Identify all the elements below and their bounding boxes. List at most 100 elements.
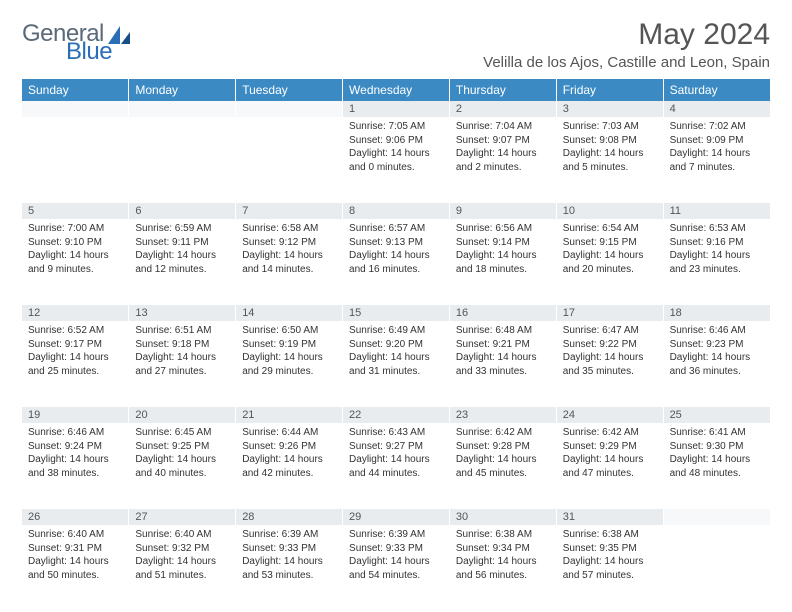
daylight-line: Daylight: 14 hours and 44 minutes. <box>349 453 443 480</box>
daylight-line: Daylight: 14 hours and 27 minutes. <box>135 351 229 378</box>
sunset-line: Sunset: 9:15 PM <box>563 236 657 250</box>
day-number: 22 <box>343 407 449 423</box>
sunset-line: Sunset: 9:07 PM <box>456 134 550 148</box>
day-data: Sunrise: 6:49 AMSunset: 9:20 PMDaylight:… <box>343 321 449 384</box>
calendar-table: SundayMondayTuesdayWednesdayThursdayFrid… <box>22 79 770 611</box>
daynum-cell: 14 <box>236 305 343 321</box>
daylight-line: Daylight: 14 hours and 0 minutes. <box>349 147 443 174</box>
sunset-line: Sunset: 9:16 PM <box>670 236 764 250</box>
day-data: Sunrise: 7:02 AMSunset: 9:09 PMDaylight:… <box>664 117 770 180</box>
daynum-cell: 16 <box>449 305 556 321</box>
sunrise-line: Sunrise: 6:39 AM <box>349 528 443 542</box>
daylight-line: Daylight: 14 hours and 53 minutes. <box>242 555 336 582</box>
day-number: 11 <box>664 203 770 219</box>
day-data: Sunrise: 6:58 AMSunset: 9:12 PMDaylight:… <box>236 219 342 282</box>
day-cell: Sunrise: 6:43 AMSunset: 9:27 PMDaylight:… <box>343 423 450 509</box>
day-cell: Sunrise: 6:48 AMSunset: 9:21 PMDaylight:… <box>449 321 556 407</box>
sunrise-line: Sunrise: 6:50 AM <box>242 324 336 338</box>
day-cell: Sunrise: 7:02 AMSunset: 9:09 PMDaylight:… <box>663 117 770 203</box>
day-cell: Sunrise: 6:51 AMSunset: 9:18 PMDaylight:… <box>129 321 236 407</box>
sunrise-line: Sunrise: 6:45 AM <box>135 426 229 440</box>
daylight-line: Daylight: 14 hours and 38 minutes. <box>28 453 122 480</box>
sunset-line: Sunset: 9:10 PM <box>28 236 122 250</box>
day-number: 3 <box>557 101 663 117</box>
day-number: 14 <box>236 305 342 321</box>
daylight-line: Daylight: 14 hours and 14 minutes. <box>242 249 336 276</box>
day-data: Sunrise: 7:05 AMSunset: 9:06 PMDaylight:… <box>343 117 449 180</box>
day-number: 7 <box>236 203 342 219</box>
daynum-cell: 22 <box>343 407 450 423</box>
day-data: Sunrise: 6:42 AMSunset: 9:29 PMDaylight:… <box>557 423 663 486</box>
sunrise-line: Sunrise: 6:38 AM <box>456 528 550 542</box>
sunset-line: Sunset: 9:24 PM <box>28 440 122 454</box>
day-number: 16 <box>450 305 556 321</box>
day-cell <box>22 117 129 203</box>
sunrise-line: Sunrise: 6:44 AM <box>242 426 336 440</box>
daynum-cell: 29 <box>343 509 450 525</box>
sunrise-line: Sunrise: 7:03 AM <box>563 120 657 134</box>
sunset-line: Sunset: 9:29 PM <box>563 440 657 454</box>
sunset-line: Sunset: 9:35 PM <box>563 542 657 556</box>
daynum-row: 1234 <box>22 101 770 117</box>
page-header: GeneralBlue May 2024 Velilla de los Ajos… <box>22 18 770 71</box>
day-data: Sunrise: 6:51 AMSunset: 9:18 PMDaylight:… <box>129 321 235 384</box>
day-cell: Sunrise: 6:39 AMSunset: 9:33 PMDaylight:… <box>236 525 343 611</box>
day-number <box>236 101 342 117</box>
sunrise-line: Sunrise: 6:42 AM <box>563 426 657 440</box>
sunrise-line: Sunrise: 6:53 AM <box>670 222 764 236</box>
day-cell: Sunrise: 6:42 AMSunset: 9:29 PMDaylight:… <box>556 423 663 509</box>
daynum-cell <box>236 101 343 117</box>
daylight-line: Daylight: 14 hours and 12 minutes. <box>135 249 229 276</box>
sunset-line: Sunset: 9:31 PM <box>28 542 122 556</box>
day-number: 2 <box>450 101 556 117</box>
sunset-line: Sunset: 9:13 PM <box>349 236 443 250</box>
day-cell: Sunrise: 6:52 AMSunset: 9:17 PMDaylight:… <box>22 321 129 407</box>
weekday-header-row: SundayMondayTuesdayWednesdayThursdayFrid… <box>22 79 770 101</box>
daylight-line: Daylight: 14 hours and 51 minutes. <box>135 555 229 582</box>
daylight-line: Daylight: 14 hours and 25 minutes. <box>28 351 122 378</box>
day-data: Sunrise: 6:40 AMSunset: 9:32 PMDaylight:… <box>129 525 235 588</box>
day-data: Sunrise: 6:46 AMSunset: 9:23 PMDaylight:… <box>664 321 770 384</box>
day-number: 13 <box>129 305 235 321</box>
daylight-line: Daylight: 14 hours and 33 minutes. <box>456 351 550 378</box>
day-data: Sunrise: 7:03 AMSunset: 9:08 PMDaylight:… <box>557 117 663 180</box>
sunrise-line: Sunrise: 7:05 AM <box>349 120 443 134</box>
sunset-line: Sunset: 9:26 PM <box>242 440 336 454</box>
daynum-cell: 20 <box>129 407 236 423</box>
day-number <box>664 509 770 525</box>
day-data: Sunrise: 6:53 AMSunset: 9:16 PMDaylight:… <box>664 219 770 282</box>
sunset-line: Sunset: 9:33 PM <box>242 542 336 556</box>
day-number: 15 <box>343 305 449 321</box>
sunset-line: Sunset: 9:20 PM <box>349 338 443 352</box>
sunset-line: Sunset: 9:06 PM <box>349 134 443 148</box>
sunrise-line: Sunrise: 6:59 AM <box>135 222 229 236</box>
sunset-line: Sunset: 9:09 PM <box>670 134 764 148</box>
brand-part2: Blue <box>22 40 132 64</box>
sunset-line: Sunset: 9:23 PM <box>670 338 764 352</box>
weekday-header: Saturday <box>663 79 770 101</box>
day-cell: Sunrise: 6:54 AMSunset: 9:15 PMDaylight:… <box>556 219 663 305</box>
weekday-header: Friday <box>556 79 663 101</box>
day-cell: Sunrise: 6:40 AMSunset: 9:31 PMDaylight:… <box>22 525 129 611</box>
daylight-line: Daylight: 14 hours and 40 minutes. <box>135 453 229 480</box>
daylight-line: Daylight: 14 hours and 29 minutes. <box>242 351 336 378</box>
weekday-header: Thursday <box>449 79 556 101</box>
daynum-cell: 1 <box>343 101 450 117</box>
weekday-header: Wednesday <box>343 79 450 101</box>
sunset-line: Sunset: 9:22 PM <box>563 338 657 352</box>
day-data: Sunrise: 6:57 AMSunset: 9:13 PMDaylight:… <box>343 219 449 282</box>
day-cell <box>129 117 236 203</box>
daylight-line: Daylight: 14 hours and 2 minutes. <box>456 147 550 174</box>
sunrise-line: Sunrise: 6:46 AM <box>670 324 764 338</box>
weekday-header: Sunday <box>22 79 129 101</box>
sunset-line: Sunset: 9:18 PM <box>135 338 229 352</box>
daynum-cell: 28 <box>236 509 343 525</box>
day-number: 29 <box>343 509 449 525</box>
day-data: Sunrise: 6:41 AMSunset: 9:30 PMDaylight:… <box>664 423 770 486</box>
day-cell: Sunrise: 7:03 AMSunset: 9:08 PMDaylight:… <box>556 117 663 203</box>
day-data: Sunrise: 6:38 AMSunset: 9:34 PMDaylight:… <box>450 525 556 588</box>
sunrise-line: Sunrise: 6:39 AM <box>242 528 336 542</box>
day-number: 25 <box>664 407 770 423</box>
sunrise-line: Sunrise: 6:51 AM <box>135 324 229 338</box>
sunrise-line: Sunrise: 6:38 AM <box>563 528 657 542</box>
